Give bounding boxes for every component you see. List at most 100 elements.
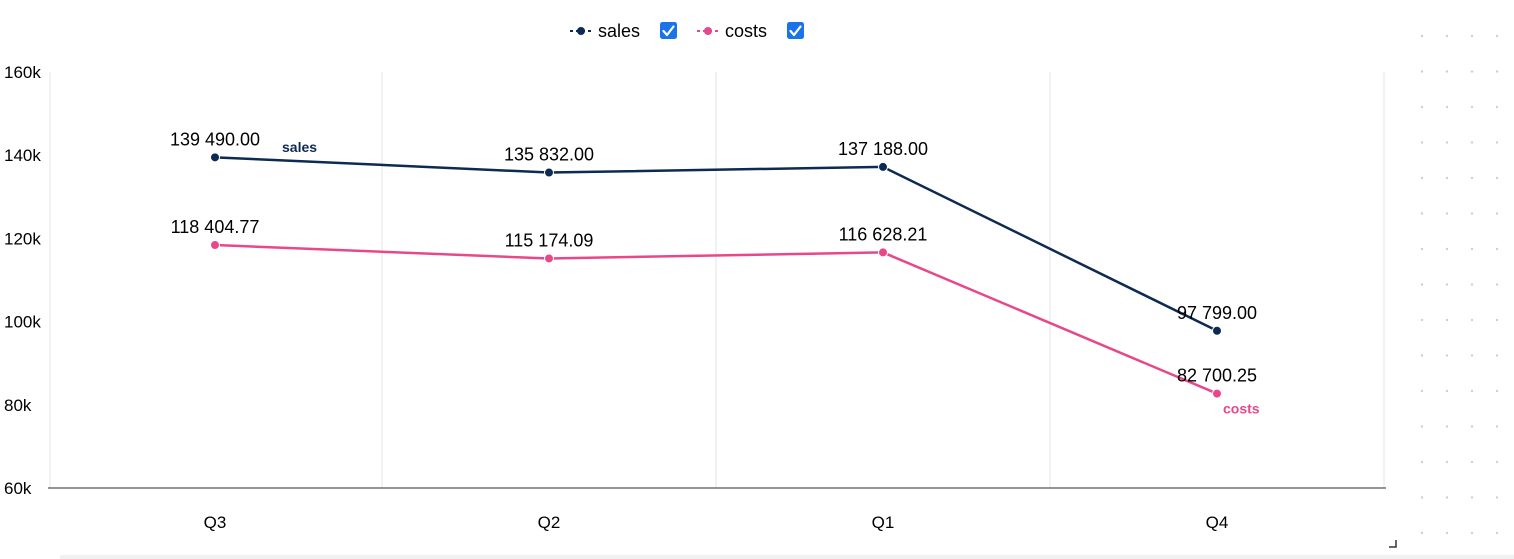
dot-pattern xyxy=(1495,283,1499,286)
x-tick-label: Q4 xyxy=(1206,513,1229,532)
y-tick-label: 120k xyxy=(4,229,41,248)
data-label-sales: 137 188.00 xyxy=(838,139,928,159)
x-tick-label: Q1 xyxy=(872,513,895,532)
legend-label: sales xyxy=(598,21,640,41)
dot-pattern xyxy=(1470,283,1474,286)
dot-pattern xyxy=(1470,460,1474,464)
dot-pattern xyxy=(1445,318,1449,322)
axes: 60k 80k 100k 120k 140k 160k Q3 Q2 Q1 Q4 xyxy=(4,63,1386,532)
y-tick-label: 60k xyxy=(4,479,32,498)
data-point-sales xyxy=(1212,325,1222,336)
dot-pattern xyxy=(1445,389,1449,393)
dot-pattern xyxy=(1470,141,1474,144)
data-point-costs xyxy=(544,253,554,264)
y-tick-label: 80k xyxy=(4,396,32,415)
data-label-costs: 118 404.77 xyxy=(171,217,260,237)
series-tag-costs: costs xyxy=(1223,401,1260,417)
dot-pattern xyxy=(1445,531,1449,535)
dot-pattern xyxy=(1420,70,1424,73)
legend-checkbox[interactable] xyxy=(660,22,677,39)
decorations xyxy=(1389,34,1499,548)
check-icon xyxy=(662,25,675,37)
dot-pattern xyxy=(1445,105,1449,109)
dot-pattern xyxy=(1470,425,1474,428)
data-label-sales: 97 799.00 xyxy=(1177,303,1257,323)
data-label-sales: 135 832.00 xyxy=(504,145,594,165)
dot-pattern xyxy=(1445,247,1449,251)
dot-pattern xyxy=(1495,460,1499,464)
x-tick-label: Q3 xyxy=(204,513,227,532)
legend-label: costs xyxy=(725,21,767,41)
data-point-costs xyxy=(1212,388,1222,399)
legend-item-sales[interactable]: sales xyxy=(570,21,677,41)
dot-pattern xyxy=(1420,460,1424,464)
dot-pattern xyxy=(1470,354,1474,357)
dot-pattern xyxy=(1470,496,1474,499)
dot-pattern xyxy=(1470,34,1474,38)
dot-pattern xyxy=(1445,425,1449,428)
dot-pattern xyxy=(1445,354,1449,357)
dot-pattern xyxy=(1470,531,1474,535)
data-label-costs: 116 628.21 xyxy=(839,224,928,244)
dot-pattern xyxy=(1420,283,1424,286)
legend: sales costs xyxy=(570,21,804,41)
dot-pattern xyxy=(1470,70,1474,73)
data-point-sales xyxy=(878,161,888,172)
dot-pattern xyxy=(1495,247,1499,251)
dot-pattern xyxy=(1445,496,1449,499)
legend-checkbox[interactable] xyxy=(787,22,804,39)
dot-pattern xyxy=(1470,318,1474,322)
bottom-strip xyxy=(60,555,1514,559)
check-icon xyxy=(789,25,802,37)
dot-pattern xyxy=(1470,389,1474,393)
dot-pattern xyxy=(1420,34,1424,38)
dot-pattern xyxy=(1420,354,1424,357)
dot-pattern xyxy=(1495,141,1499,144)
dot-pattern xyxy=(1495,425,1499,428)
legend-marker-icon xyxy=(577,27,585,35)
data-point-sales xyxy=(210,152,220,163)
dot-pattern xyxy=(1420,496,1424,499)
dot-pattern xyxy=(1445,176,1449,180)
dot-pattern xyxy=(1495,212,1499,215)
dot-pattern xyxy=(1420,389,1424,393)
dot-pattern xyxy=(1445,141,1449,144)
series-layer: 139 490.00 135 832.00 137 188.00 97 799.00 s… xyxy=(170,129,1260,416)
data-label-sales: 139 490.00 xyxy=(170,129,260,149)
dot-pattern xyxy=(1420,141,1424,144)
dot-pattern xyxy=(1470,212,1474,215)
dot-pattern xyxy=(1445,460,1449,464)
y-tick-label: 160k xyxy=(4,63,41,82)
dot-pattern xyxy=(1420,212,1424,215)
y-tick-label: 100k xyxy=(4,313,41,332)
data-point-costs xyxy=(878,247,888,258)
dot-pattern xyxy=(1495,318,1499,322)
dot-pattern xyxy=(1495,389,1499,393)
dot-pattern xyxy=(1495,531,1499,535)
x-tick-label: Q2 xyxy=(538,513,561,532)
data-label-costs: 82 700.25 xyxy=(1177,366,1257,386)
dot-pattern xyxy=(1495,354,1499,357)
dot-pattern xyxy=(1445,283,1449,286)
dot-pattern xyxy=(1470,105,1474,109)
dot-pattern xyxy=(1470,176,1474,180)
resize-handle-icon[interactable] xyxy=(1389,540,1397,548)
dot-pattern xyxy=(1495,34,1499,38)
legend-marker-icon xyxy=(704,27,712,35)
dot-pattern xyxy=(1445,34,1449,38)
data-label-costs: 115 174.09 xyxy=(505,230,594,250)
data-point-sales xyxy=(544,167,554,178)
dot-pattern xyxy=(1445,212,1449,215)
dot-pattern xyxy=(1495,105,1499,109)
y-tick-label: 140k xyxy=(4,146,41,165)
series-line-costs xyxy=(214,243,1218,395)
dot-pattern xyxy=(1420,105,1424,109)
grid-lines xyxy=(49,72,1385,488)
dot-pattern xyxy=(1445,70,1449,73)
data-point-costs xyxy=(210,240,220,251)
dot-pattern xyxy=(1420,176,1424,180)
legend-item-costs[interactable]: costs xyxy=(697,21,804,41)
dot-pattern xyxy=(1470,247,1474,251)
dot-pattern xyxy=(1420,425,1424,428)
